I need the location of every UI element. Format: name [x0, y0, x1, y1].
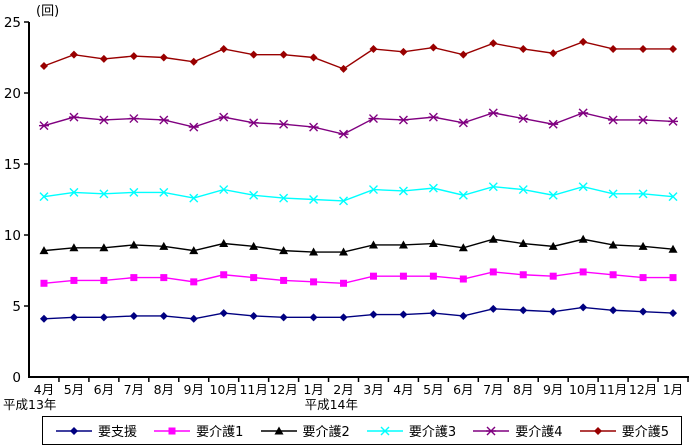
legend-item-要介護4: 要介護4: [472, 421, 563, 440]
x-tick-label: 2月: [333, 382, 353, 397]
x-tick-label: 6月: [94, 382, 114, 397]
x-tick-label: 4月: [34, 382, 54, 397]
x-tick-label: 3月: [363, 382, 383, 397]
series-要介護3: [39, 182, 678, 206]
x-tick-label: 6月: [453, 382, 473, 397]
x-tick-label: 7月: [124, 382, 144, 397]
x-axis-year-label: 平成13年: [3, 397, 56, 412]
legend-marker-x-icon: [366, 426, 403, 435]
legend-marker-triangle-icon: [260, 426, 297, 434]
legend-label: 要支援: [98, 425, 138, 440]
legend-label: 要介護1: [196, 425, 244, 440]
legend-marker-asterisk-icon: [473, 426, 510, 435]
legend-item-要介護2: 要介護2: [260, 421, 350, 440]
series-要介護2: [39, 234, 678, 256]
series-要介護1: [40, 268, 677, 287]
y-axis-ticks: 0 5 10 15 20 25: [4, 15, 29, 386]
legend-label: 要介護2: [302, 425, 350, 440]
x-axis-ticks: 4月 5月 6月 7月 8月 9月 10月 11月 12月 1月 2月 3月 4月 5月 6月 7月 8月 9月 1…: [3, 377, 689, 412]
legend-marker-square-icon: [154, 427, 191, 434]
x-tick-label: 12月: [629, 382, 657, 397]
series-要介護5: [39, 37, 678, 73]
x-tick-label: 11月: [239, 382, 267, 397]
legend-label: 要介護4: [515, 425, 563, 440]
y-tick-label: 10: [4, 228, 21, 244]
x-tick-label: 9月: [543, 382, 563, 397]
axes: [28, 22, 689, 378]
x-tick-label: 1月: [663, 382, 683, 397]
series-要介護4: [38, 108, 679, 139]
x-tick-label: 10月: [210, 382, 238, 397]
legend-item-要支援: 要支援: [55, 421, 137, 440]
legend-item-要介護1: 要介護1: [153, 421, 243, 440]
legend-marker-diamond-icon: [579, 426, 616, 435]
legend-item-要介護5: 要介護5: [579, 421, 669, 440]
x-tick-label: 5月: [64, 382, 84, 397]
x-axis-year-label: 平成14年: [305, 397, 358, 412]
x-tick-label: 8月: [513, 382, 533, 397]
x-tick-label: 8月: [154, 382, 174, 397]
y-tick-label: 5: [12, 299, 21, 315]
x-tick-label: 4月: [393, 382, 413, 397]
legend-label: 要介護3: [408, 425, 457, 440]
y-tick-label: 0: [12, 370, 21, 386]
y-tick-label: 15: [4, 157, 21, 173]
legend-marker-diamond-icon: [56, 426, 92, 435]
x-tick-label: 11月: [599, 382, 627, 397]
x-tick-label: 10月: [569, 382, 597, 397]
x-tick-label: 12月: [269, 382, 297, 397]
legend-item-要介護3: 要介護3: [366, 421, 456, 440]
x-tick-label: 5月: [423, 382, 443, 397]
series-要支援: [39, 303, 678, 323]
x-tick-label: 9月: [184, 382, 204, 397]
x-tick-label: 7月: [483, 382, 503, 397]
x-tick-label: 1月: [303, 382, 323, 397]
y-axis-unit-label: (回): [36, 4, 60, 19]
y-tick-label: 20: [4, 86, 21, 102]
y-tick-label: 25: [4, 15, 21, 31]
legend-label: 要介護5: [621, 425, 669, 440]
chart-legend: 要支援 要介護1 要介護2 要介護3 要介護4 要介護5: [42, 416, 682, 445]
